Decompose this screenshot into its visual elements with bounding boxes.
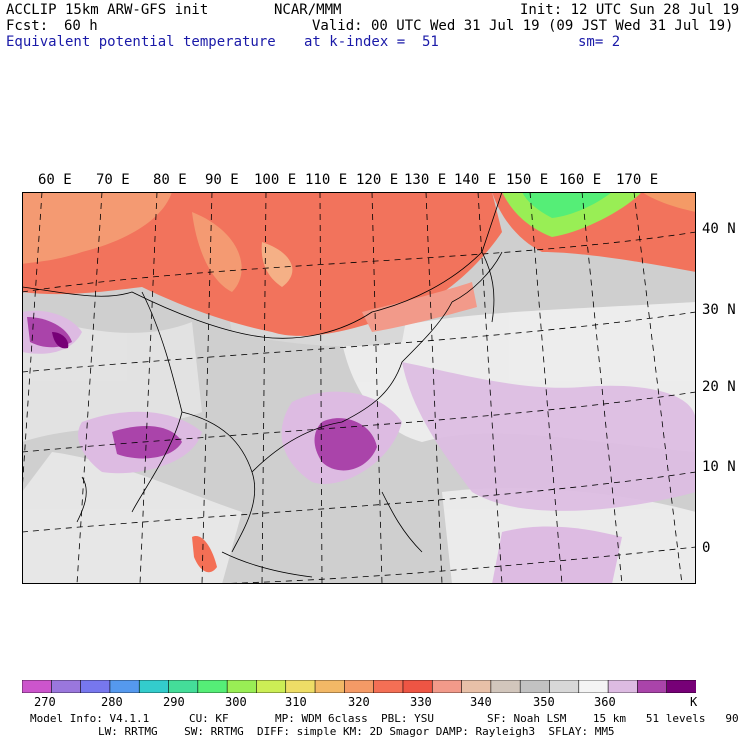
colorbar-label: 320	[348, 695, 370, 709]
lon-label: 70 E	[96, 172, 130, 188]
colorbar-swatch	[578, 680, 609, 693]
lon-label: 120 E	[356, 172, 399, 188]
colorbar-swatch	[461, 680, 492, 693]
colorbar-label: 340	[470, 695, 492, 709]
colorbar-swatch	[22, 680, 53, 693]
colorbar-swatch	[490, 680, 521, 693]
colorbar-swatch	[314, 680, 346, 693]
lat-label: 40 N	[702, 221, 736, 237]
lon-label: 150 E	[506, 172, 549, 188]
colorbar-label: 350	[533, 695, 555, 709]
colorbar-label: 310	[285, 695, 307, 709]
lon-label: 160 E	[559, 172, 602, 188]
colorbar-swatch	[373, 680, 404, 693]
graticule	[22, 192, 696, 584]
lat-label: 20 N	[702, 379, 736, 395]
colorbar-swatch	[549, 680, 580, 693]
lat-label: 30 N	[702, 302, 736, 318]
colorbar-swatch	[168, 680, 199, 693]
colorbar-swatch	[197, 680, 228, 693]
lon-label: 110 E	[305, 172, 348, 188]
forecast-hour: 60 h	[64, 18, 98, 34]
level-label: at k-index = 51	[304, 34, 439, 50]
smoothing-label: sm= 2	[578, 34, 621, 50]
model-title: ACCLIP 15km ARW-GFS init	[6, 2, 209, 18]
lon-label: 60 E	[38, 172, 72, 188]
colorbar-swatch	[285, 680, 316, 693]
colorbar-label: 270	[34, 695, 56, 709]
field-name: Equivalent potential temperature	[6, 34, 276, 50]
lon-label: 130 E	[404, 172, 447, 188]
colorbar-swatch	[402, 680, 434, 693]
colorbar-swatch	[519, 680, 551, 693]
colorbar-label: 360	[594, 695, 616, 709]
valid-time: Valid: 00 UTC Wed 31 Jul 19 (09 JST Wed …	[312, 18, 734, 34]
colorbar-label: 300	[225, 695, 247, 709]
lat-label: 0	[702, 540, 711, 556]
moist-region	[22, 310, 696, 584]
center-label: NCAR/MMM	[274, 2, 342, 18]
warm-region	[22, 192, 696, 336]
lon-label: 140 E	[454, 172, 497, 188]
init-time: Init: 12 UTC Sun 28 Jul 19	[520, 2, 740, 18]
coastlines	[22, 192, 503, 578]
lon-label: 100 E	[254, 172, 297, 188]
colorbar-swatch	[80, 680, 111, 693]
colorbar-swatch	[226, 680, 258, 693]
lat-label: 10 N	[702, 459, 736, 475]
colorbar-swatch	[138, 680, 170, 693]
lon-label: 80 E	[153, 172, 187, 188]
colorbar-label: 280	[101, 695, 123, 709]
map-frame	[22, 192, 696, 584]
colorbar-swatch	[109, 680, 141, 693]
colorbar-label: 290	[163, 695, 185, 709]
colorbar-label: 330	[410, 695, 432, 709]
forecast-label: Fcst:	[6, 18, 49, 34]
theta-e-map	[22, 192, 696, 584]
colorbar-swatch	[50, 680, 82, 693]
colorbar-swatch	[256, 680, 287, 693]
colorbar-swatch	[637, 680, 668, 693]
model-info-line2: LW: RRTMG SW: RRTMG DIFF: simple KM: 2D …	[98, 725, 615, 738]
colorbar-swatch	[666, 680, 696, 693]
colorbar	[22, 680, 696, 693]
lon-label: 170 E	[616, 172, 659, 188]
colorbar-swatch	[607, 680, 639, 693]
colorbar-swatch	[431, 680, 463, 693]
colorbar-unit: K	[690, 695, 698, 709]
model-info-line1: Model Info: V4.1.1 CU: KF MP: WDM 6class…	[30, 712, 740, 725]
colorbar-swatch	[344, 680, 375, 693]
lon-label: 90 E	[205, 172, 239, 188]
